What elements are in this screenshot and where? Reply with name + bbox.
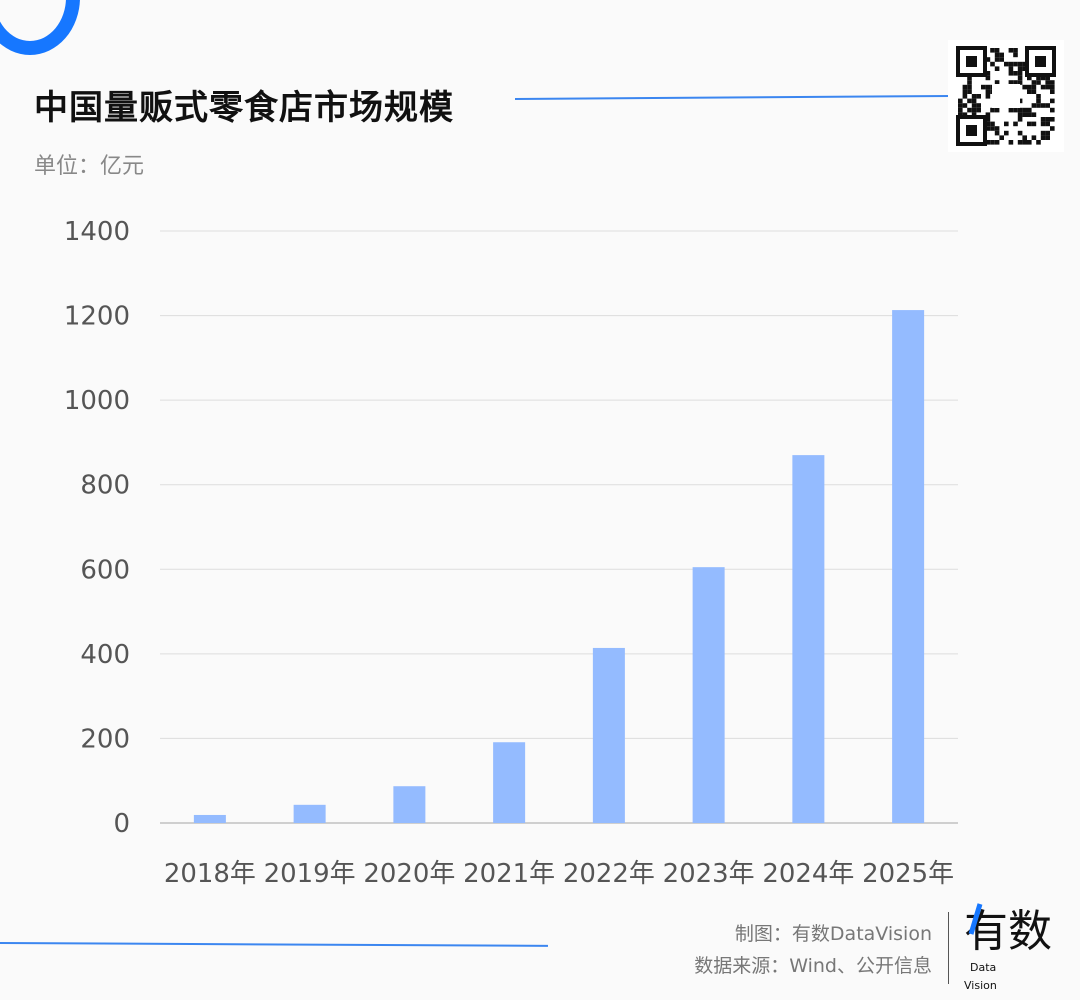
bar-2019年	[293, 804, 326, 823]
y-tick-label: 1200	[64, 302, 130, 332]
x-tick-label: 2022年	[563, 859, 655, 889]
svg-text:Vision: Vision	[964, 979, 997, 992]
bar-2025年	[892, 310, 925, 823]
y-tick-label: 400	[80, 640, 130, 670]
x-tick-label: 2020年	[363, 859, 455, 889]
y-tick-label: 1400	[64, 217, 130, 247]
y-tick-label: 600	[80, 555, 130, 585]
datavision-logo: 有数 Data Vision	[960, 900, 1070, 995]
x-tick-label: 2019年	[264, 859, 356, 889]
bar-2023年	[692, 567, 725, 823]
bar-2024年	[792, 455, 825, 823]
chart-title: 中国量贩式零食店市场规模	[34, 88, 454, 128]
bar-2021年	[493, 742, 526, 823]
logo-divider	[948, 912, 949, 984]
credit-source: 数据来源：Wind、公开信息	[694, 955, 932, 977]
x-tick-label: 2021年	[463, 859, 555, 889]
x-tick-label: 2024年	[762, 859, 854, 889]
x-tick-label: 2023年	[663, 859, 755, 889]
qr-code	[948, 40, 1064, 152]
y-tick-label: 0	[113, 809, 130, 839]
y-tick-label: 800	[80, 471, 130, 501]
svg-text:Data: Data	[970, 961, 996, 974]
y-tick-label: 200	[80, 724, 130, 754]
bar-2020年	[393, 786, 426, 823]
unit-label: 单位：亿元	[34, 154, 145, 179]
x-tick-label: 2025年	[862, 859, 954, 889]
credit-maker: 制图：有数DataVision	[734, 923, 932, 945]
bar-2022年	[592, 647, 625, 823]
y-tick-label: 1000	[64, 386, 130, 416]
x-tick-label: 2018年	[164, 859, 256, 889]
bar-2018年	[193, 814, 226, 823]
